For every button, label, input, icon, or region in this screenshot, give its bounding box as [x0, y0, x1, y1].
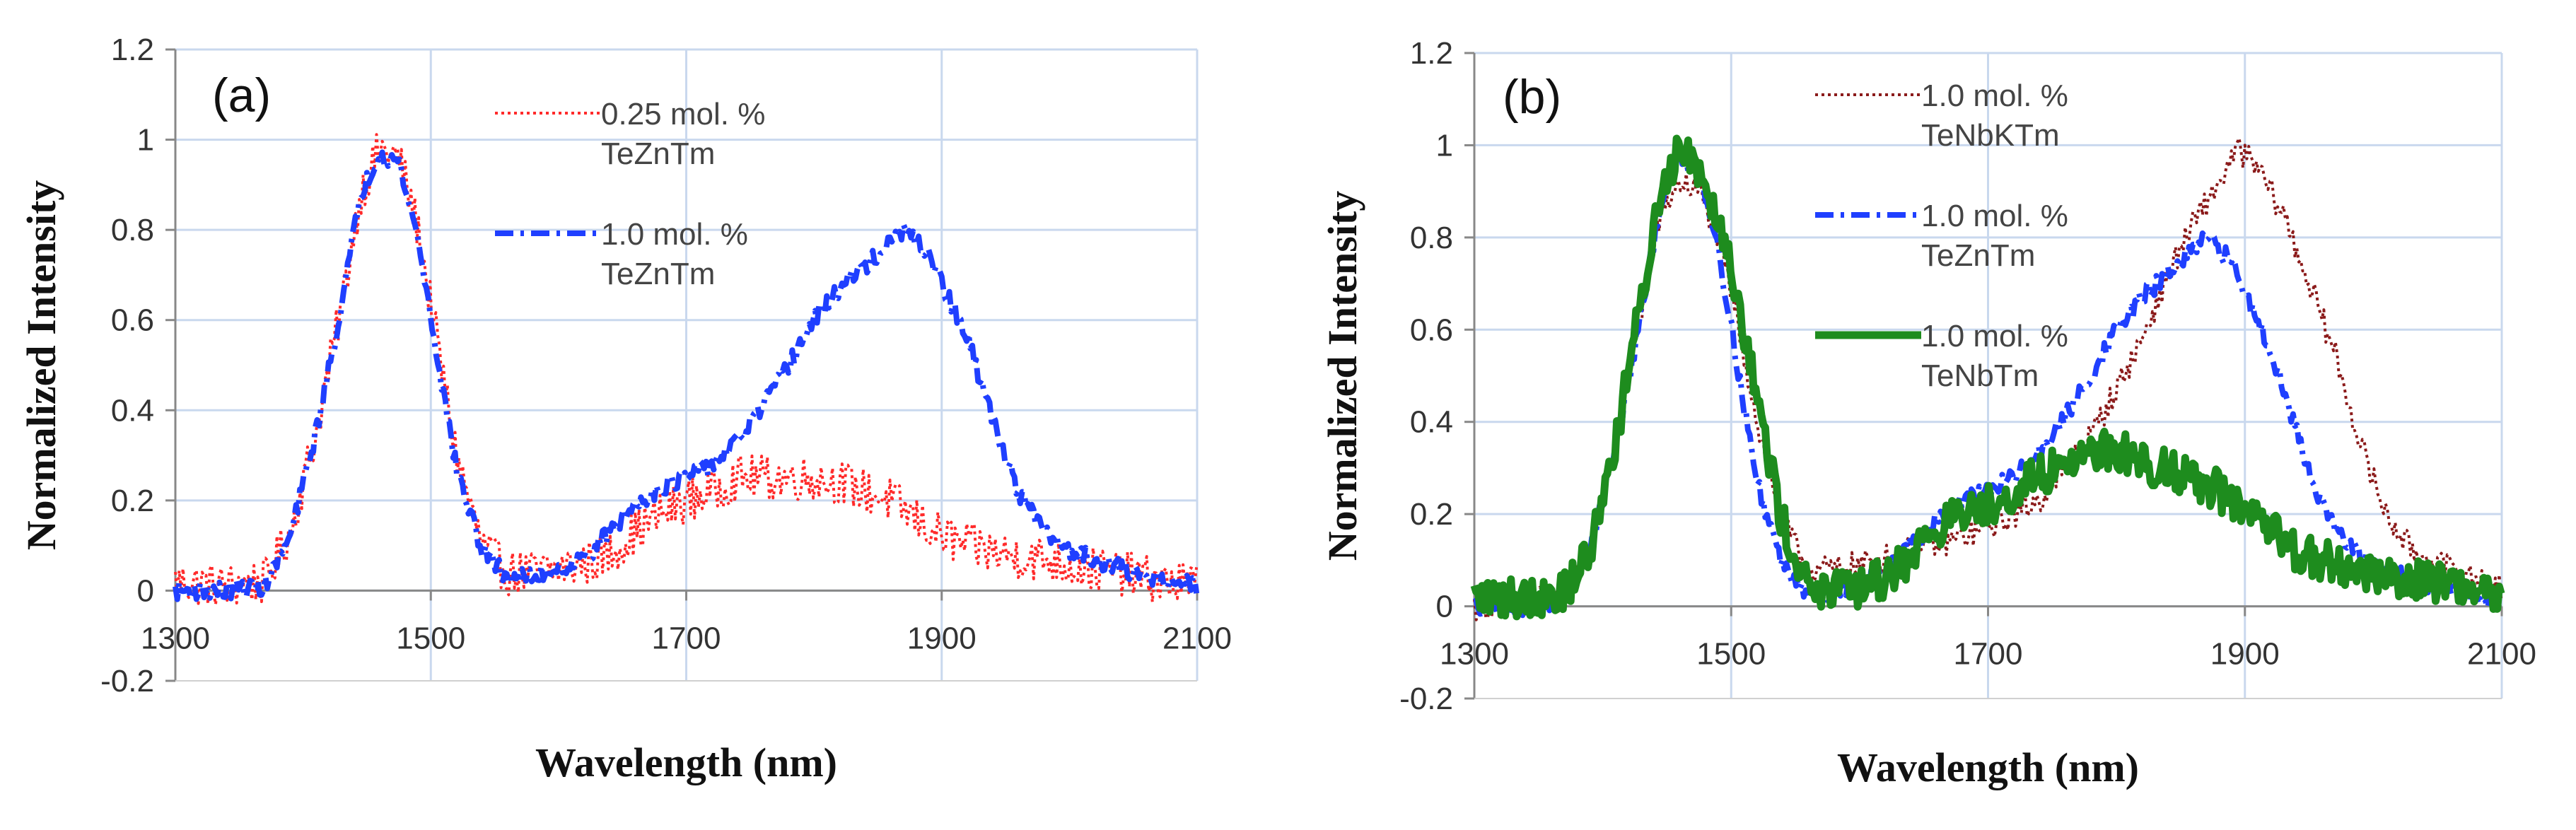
y-tick-label: 0.6: [111, 303, 154, 338]
x-tick-label: 2100: [2467, 637, 2536, 672]
legend-label-1: TeNbKTm: [1921, 118, 2060, 153]
y-tick-label: 0: [137, 573, 154, 608]
y-tick-label: 0.4: [1410, 405, 1453, 440]
panel-a: -0.2 0 0.2 0.4 0.6 0.8 1 1.2 1300 1500 1700 1900 21…: [18, 33, 1232, 785]
y-tick-label: 0.4: [111, 393, 154, 428]
y-tick-label: -0.2: [100, 664, 154, 699]
legend-label-3: TeNbTm: [1921, 358, 2039, 393]
legend-label-2: TeZnTm: [1921, 238, 2035, 273]
panel-a-grid: [175, 48, 1199, 681]
y-tick-label: -0.2: [1399, 682, 1453, 716]
y-tick-label: 0.8: [1410, 221, 1453, 255]
x-tick-label: 1300: [1440, 637, 1509, 672]
x-tick-label: 1700: [1954, 637, 2023, 672]
series-line-3: [1470, 134, 2505, 621]
panel-a-x-tick-labels: 1300 1500 1700 1900 2100: [141, 621, 1232, 655]
legend-label-1: TeZnTm: [601, 136, 715, 171]
x-tick-label: 1500: [1696, 637, 1766, 672]
series-line-1: [174, 133, 1199, 606]
x-tick-label: 2100: [1162, 621, 1232, 655]
legend-label-2: 1.0 mol. %: [1921, 199, 2068, 233]
y-tick-label: 1: [137, 123, 154, 158]
x-tick-label: 1900: [907, 621, 977, 655]
panel-b-legend: 1.0 mol. % TeNbKTm 1.0 mol. % TeZnTm 1.0 mol…: [1815, 78, 2068, 393]
panel-b-x-axis-title: Wavelength (nm): [1837, 744, 2139, 790]
legend-label-2: 1.0 mol. %: [601, 217, 748, 252]
y-tick-label: 0.2: [111, 484, 154, 518]
y-tick-label: 1.2: [111, 33, 154, 67]
panel-b-x-tick-labels: 1300 1500 1700 1900 2100: [1440, 637, 2536, 672]
y-tick-label: 0: [1436, 590, 1453, 624]
x-tick-label: 1900: [2210, 637, 2280, 672]
legend-label-3: 1.0 mol. %: [1921, 319, 2068, 353]
y-tick-label: 0.2: [1410, 497, 1453, 532]
panel-a-legend: 0.25 mol. % TeZnTm 1.0 mol. % TeZnTm: [495, 97, 765, 291]
panel-b-y-axis-title: Normalized Intensity: [1319, 191, 1365, 561]
panel-a-y-axis-title: Normalized Intensity: [18, 180, 64, 551]
y-tick-label: 1: [1436, 128, 1453, 163]
y-tick-label: 1.2: [1410, 36, 1453, 71]
y-tick-label: 0.6: [1410, 312, 1453, 347]
x-tick-label: 1500: [396, 621, 465, 655]
legend-label-1: 1.0 mol. %: [1921, 78, 2068, 113]
series-line-2: [173, 149, 1200, 602]
legend-label-1: 0.25 mol. %: [601, 97, 765, 131]
x-tick-label: 1300: [141, 621, 210, 655]
panel-a-x-axis-title: Wavelength (nm): [535, 740, 837, 785]
x-tick-label: 1700: [652, 621, 721, 655]
panel-b-series: [1470, 134, 2505, 621]
panel-a-series: [173, 133, 1200, 606]
panel-b: -0.2 0 0.2 0.4 0.6 0.8 1 1.2 1300 1500 1700 1900 21…: [1319, 36, 2536, 790]
panel-a-label: (a): [212, 69, 271, 122]
panel-b-y-tick-labels: -0.2 0 0.2 0.4 0.6 0.8 1 1.2: [1399, 36, 1453, 716]
panel-a-y-tick-labels: -0.2 0 0.2 0.4 0.6 0.8 1 1.2: [100, 33, 154, 699]
y-tick-label: 0.8: [111, 213, 154, 247]
legend-label-2: TeZnTm: [601, 257, 715, 291]
panel-b-label: (b): [1503, 70, 1561, 124]
